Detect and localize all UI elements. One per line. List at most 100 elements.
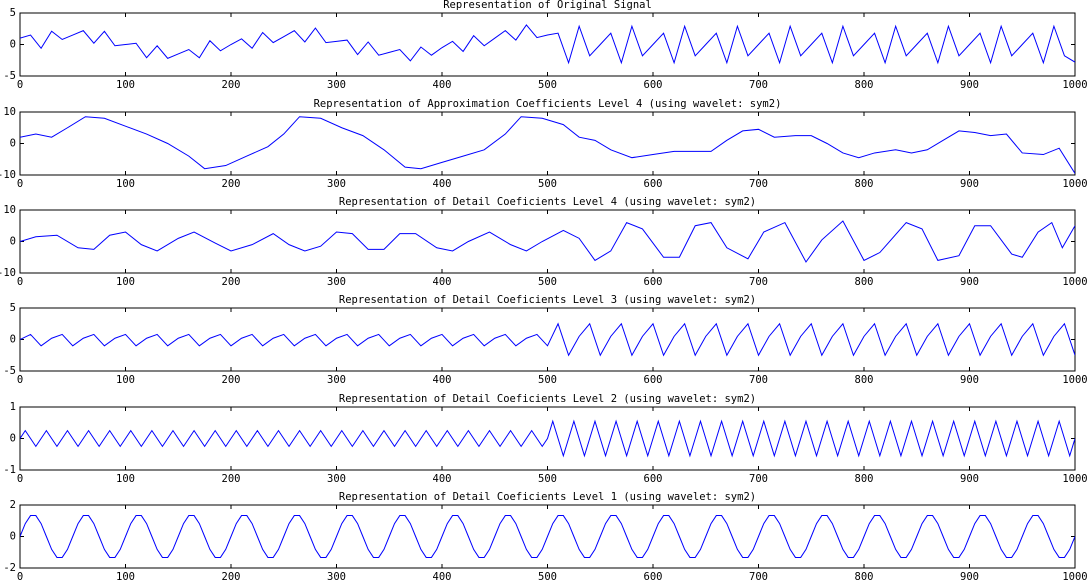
y-tick-label: 5	[10, 302, 16, 314]
x-tick-label: 300	[327, 374, 346, 386]
x-tick-label: 100	[116, 178, 135, 190]
x-tick-label: 0	[17, 473, 23, 485]
x-tick-label: 1000	[1062, 374, 1087, 386]
chart-title: Representation of Original Signal	[443, 0, 652, 11]
chart-title: Representation of Detail Coeficients Lev…	[339, 491, 756, 503]
x-tick-label: 100	[116, 79, 135, 91]
x-tick-label: 500	[538, 473, 557, 485]
x-tick-label: 800	[855, 571, 874, 583]
x-tick-label: 1000	[1062, 473, 1087, 485]
y-tick-label: 10	[3, 106, 16, 118]
x-tick-label: 900	[960, 276, 979, 288]
x-tick-label: 0	[17, 178, 23, 190]
x-tick-label: 900	[960, 571, 979, 583]
x-tick-label: 200	[222, 571, 241, 583]
x-tick-label: 1000	[1062, 276, 1087, 288]
x-tick-label: 500	[538, 178, 557, 190]
x-tick-label: 700	[749, 276, 768, 288]
y-tick-label: -5	[3, 365, 16, 377]
chart-title: Representation of Detail Coeficients Lev…	[339, 196, 756, 208]
x-tick-label: 600	[644, 374, 663, 386]
x-tick-label: 200	[222, 276, 241, 288]
x-tick-label: 0	[17, 276, 23, 288]
x-tick-label: 1000	[1062, 178, 1087, 190]
y-tick-label: -10	[0, 267, 16, 279]
x-tick-label: 600	[644, 571, 663, 583]
x-tick-label: 400	[433, 374, 452, 386]
signal-line	[20, 419, 1075, 458]
x-tick-label: 500	[538, 571, 557, 583]
chart-title: Representation of Detail Coeficients Lev…	[339, 393, 756, 405]
x-tick-label: 900	[960, 473, 979, 485]
y-tick-label: 0	[10, 138, 16, 150]
x-tick-label: 100	[116, 473, 135, 485]
signal-line	[20, 116, 1075, 174]
x-tick-label: 100	[116, 571, 135, 583]
chart-title: Representation of Approximation Coeffici…	[314, 98, 782, 110]
x-tick-label: 300	[327, 178, 346, 190]
x-tick-label: 200	[222, 79, 241, 91]
y-tick-label: -10	[0, 169, 16, 181]
chart-title: Representation of Detail Coeficients Lev…	[339, 294, 756, 306]
x-tick-label: 200	[222, 473, 241, 485]
axes-box	[19, 307, 1076, 372]
y-tick-label: -1	[3, 464, 16, 476]
y-tick-label: 10	[3, 204, 16, 216]
x-tick-label: 400	[433, 79, 452, 91]
x-tick-label: 800	[855, 374, 874, 386]
x-tick-label: 100	[116, 276, 135, 288]
x-tick-label: 800	[855, 276, 874, 288]
x-tick-label: 0	[17, 374, 23, 386]
x-tick-label: 300	[327, 473, 346, 485]
x-tick-label: 400	[433, 178, 452, 190]
x-tick-label: 700	[749, 473, 768, 485]
x-tick-label: 600	[644, 276, 663, 288]
x-tick-label: 800	[855, 79, 874, 91]
x-tick-label: 900	[960, 374, 979, 386]
x-tick-label: 400	[433, 571, 452, 583]
x-tick-label: 500	[538, 374, 557, 386]
x-tick-label: 1000	[1062, 571, 1087, 583]
signal-line	[20, 322, 1075, 357]
y-tick-label: 5	[10, 7, 16, 19]
y-tick-label: 0	[10, 531, 16, 543]
x-tick-label: 300	[327, 276, 346, 288]
axes-box	[19, 111, 1076, 176]
x-tick-label: 1000	[1062, 79, 1087, 91]
signal-line	[20, 220, 1075, 263]
y-tick-label: -2	[3, 562, 16, 574]
x-tick-label: 500	[538, 276, 557, 288]
y-tick-label: 2	[10, 499, 16, 511]
x-tick-label: 700	[749, 79, 768, 91]
signal-line	[20, 24, 1075, 65]
x-tick-label: 800	[855, 178, 874, 190]
x-tick-label: 400	[433, 276, 452, 288]
x-tick-label: 700	[749, 571, 768, 583]
signal-line	[20, 515, 1075, 558]
x-tick-label: 800	[855, 473, 874, 485]
y-tick-label: 0	[10, 236, 16, 248]
x-tick-label: 300	[327, 571, 346, 583]
axes-box	[19, 12, 1076, 77]
x-tick-label: 600	[644, 473, 663, 485]
x-tick-label: 900	[960, 178, 979, 190]
y-tick-label: 0	[10, 39, 16, 51]
x-tick-label: 200	[222, 374, 241, 386]
x-tick-label: 0	[17, 571, 23, 583]
y-tick-label: -5	[3, 70, 16, 82]
x-tick-label: 600	[644, 79, 663, 91]
x-tick-label: 700	[749, 178, 768, 190]
x-tick-label: 600	[644, 178, 663, 190]
x-tick-label: 200	[222, 178, 241, 190]
y-tick-label: 0	[10, 433, 16, 445]
x-tick-label: 500	[538, 79, 557, 91]
y-tick-label: 0	[10, 334, 16, 346]
y-tick-label: 1	[10, 401, 16, 413]
x-tick-label: 700	[749, 374, 768, 386]
x-tick-label: 300	[327, 79, 346, 91]
x-tick-label: 400	[433, 473, 452, 485]
x-tick-label: 900	[960, 79, 979, 91]
x-tick-label: 0	[17, 79, 23, 91]
x-tick-label: 100	[116, 374, 135, 386]
